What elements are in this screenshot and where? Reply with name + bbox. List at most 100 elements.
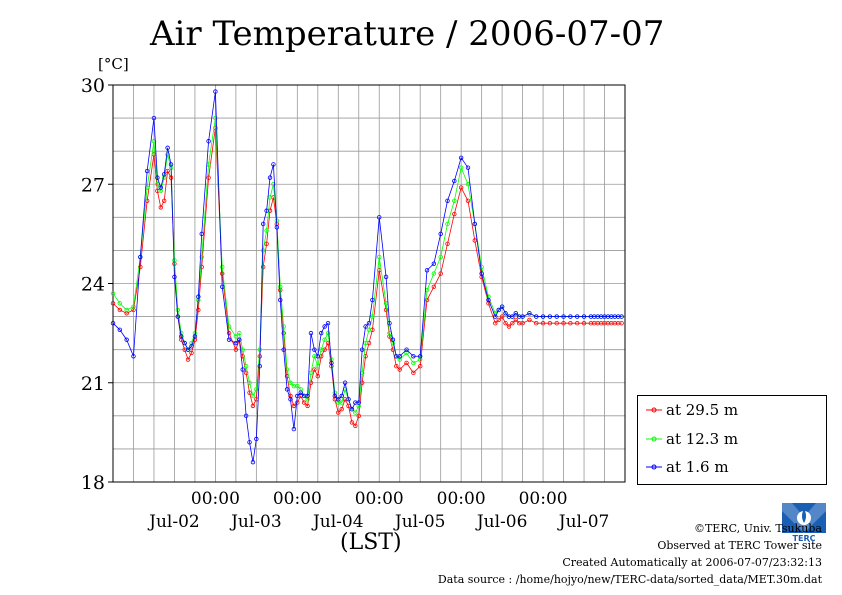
data-point: [233, 347, 239, 352]
data-point: [322, 337, 327, 342]
data-point: [305, 393, 310, 399]
data-point: [383, 274, 389, 280]
data-point: [319, 347, 324, 352]
data-point: [479, 271, 484, 276]
data-point: [458, 165, 464, 170]
data-point: [510, 321, 515, 326]
data-point: [383, 307, 389, 313]
data-point: [295, 393, 300, 399]
data-point: [144, 168, 150, 174]
data-point: [250, 403, 256, 409]
data-point: [390, 337, 396, 342]
data-point: [506, 324, 512, 329]
data-point: [144, 198, 150, 203]
data-point: [496, 317, 501, 323]
data-point: [165, 152, 170, 157]
data-point: [175, 307, 181, 313]
data-point: [165, 168, 170, 174]
data-point: [185, 347, 191, 352]
data-point: [124, 307, 129, 313]
data-point: [250, 393, 256, 399]
data-point: [503, 311, 508, 316]
data-point: [257, 364, 262, 369]
data-point: [312, 367, 317, 372]
footer-created: Created Automatically at 2006-07-07/23:3…: [562, 556, 822, 569]
x-midnight-label: 00:00: [355, 489, 404, 509]
data-point: [151, 139, 157, 144]
data-point: [301, 400, 307, 405]
data-point: [561, 314, 566, 319]
data-point: [411, 354, 416, 359]
data-point: [237, 330, 242, 336]
data-point: [510, 314, 515, 319]
y-tick-label: 30: [81, 75, 105, 97]
data-point: [240, 347, 245, 352]
data-point: [117, 327, 123, 333]
data-point: [581, 321, 587, 326]
x-midnight-label: 00:00: [519, 489, 568, 509]
data-point: [250, 459, 256, 465]
data-point: [138, 254, 143, 260]
data-point: [274, 225, 280, 230]
data-point: [271, 182, 276, 187]
data-point: [196, 307, 201, 313]
y-axis-unit-label: [°C]: [98, 55, 129, 73]
data-point: [291, 426, 297, 432]
data-point: [288, 397, 293, 402]
data-point: [264, 228, 269, 233]
data-point: [131, 304, 136, 309]
data-point: [452, 178, 457, 184]
data-point: [260, 221, 266, 227]
data-point: [315, 364, 320, 369]
terc-logo: TERC: [782, 503, 826, 543]
data-point: [206, 175, 211, 180]
data-point: [271, 162, 276, 167]
x-midnight-label: 00:00: [273, 489, 322, 509]
data-point: [264, 208, 269, 213]
data-point: [404, 360, 409, 366]
data-point: [319, 330, 324, 336]
data-point: [196, 294, 201, 299]
data-point: [151, 115, 157, 121]
data-point: [394, 364, 399, 369]
data-point: [213, 115, 218, 121]
data-point: [520, 314, 525, 319]
data-point: [267, 175, 273, 180]
data-point: [161, 198, 167, 203]
data-point: [192, 334, 198, 339]
data-point: [161, 172, 167, 177]
data-point: [179, 334, 184, 339]
data-point: [295, 400, 300, 405]
data-point: [332, 393, 338, 399]
x-date-label: Jul-02: [147, 512, 200, 532]
data-point: [298, 390, 303, 395]
data-point: [418, 354, 423, 359]
data-point: [513, 311, 518, 316]
data-point: [172, 258, 177, 263]
data-point: [370, 297, 375, 303]
data-point: [568, 321, 573, 326]
data-point: [339, 407, 344, 412]
data-point: [479, 264, 484, 270]
y-tick-label: 27: [81, 174, 105, 196]
data-point: [295, 383, 300, 389]
data-point: [247, 380, 252, 385]
legend-label-12-3m: at 12.3 m: [666, 430, 739, 448]
data-point: [493, 321, 498, 326]
data-point: [418, 364, 423, 369]
series-line: [112, 118, 622, 414]
data-point: [356, 400, 361, 405]
data-point: [397, 367, 402, 372]
data-point: [288, 380, 293, 385]
data-point: [243, 370, 249, 376]
data-point: [540, 314, 546, 319]
data-point: [247, 390, 252, 395]
data-point: [404, 347, 409, 352]
series-line: [112, 127, 622, 427]
chart-title: Air Temperature / 2006-07-07: [150, 14, 665, 54]
data-point: [366, 321, 372, 326]
data-point: [110, 291, 116, 296]
data-point: [503, 321, 508, 326]
data-point: [247, 440, 252, 445]
